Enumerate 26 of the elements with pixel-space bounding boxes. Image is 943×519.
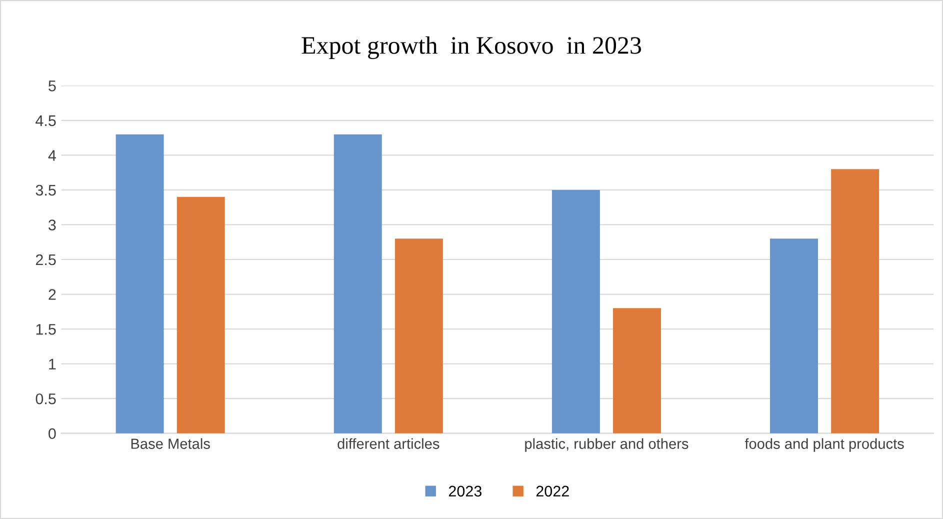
y-tick-label: 1.5 [36, 324, 56, 335]
y-tick-label: 2 [48, 289, 56, 300]
y-tick-label: 3.5 [36, 184, 56, 196]
bar [770, 238, 818, 434]
bar [116, 134, 164, 434]
bar [176, 196, 225, 434]
y-tick-label: 3 [48, 220, 56, 230]
x-tick-label: different articles [338, 438, 440, 449]
bar [334, 134, 382, 434]
bar [394, 238, 443, 434]
y-tick-label: 2.5 [36, 254, 56, 266]
x-tick-label: plastic, rubber and others [525, 438, 688, 452]
y-tick-label: 0 [48, 428, 56, 440]
y-tick-label: 1 [49, 358, 56, 370]
x-tick-label: foods and plant products [744, 438, 904, 452]
y-tick-label: 0.5 [36, 393, 56, 404]
legend-label: 2023 [448, 486, 482, 497]
y-tick-label: 4.5 [36, 115, 56, 126]
y-tick-label: 4 [48, 150, 56, 161]
y-tick-label: 5 [48, 80, 56, 92]
chart-title: Expot growth in Kosovo in 2023 [302, 36, 642, 60]
legend-label: 2022 [536, 486, 569, 497]
bar [613, 308, 661, 434]
bar [831, 169, 880, 434]
bar [552, 190, 600, 434]
x-tick-label: Base Metals [131, 438, 210, 449]
